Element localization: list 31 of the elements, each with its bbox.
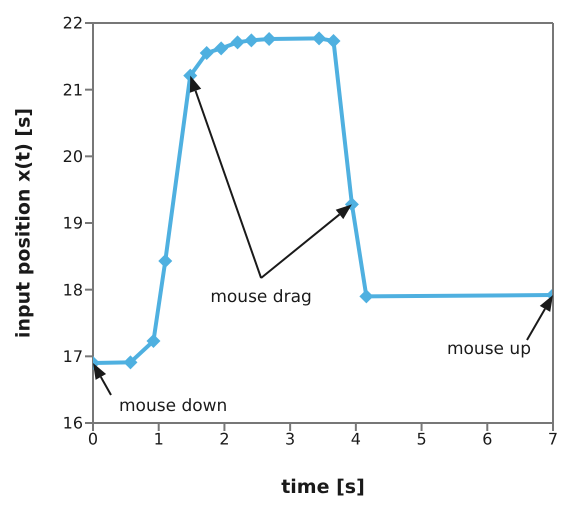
- x-tick-label: 0: [88, 429, 98, 448]
- x-tick-label: 3: [285, 429, 296, 448]
- annotation: mouse down: [119, 396, 228, 416]
- y-tick-label: 16: [62, 414, 83, 433]
- y-tick-label: 22: [62, 14, 83, 33]
- y-tick-label: 19: [62, 214, 83, 233]
- y-axis-title: input position x(t) [s]: [12, 108, 35, 338]
- y-tick-label: 18: [62, 280, 83, 300]
- annotation: mouse up: [446, 339, 531, 359]
- y-tick-label: 17: [62, 347, 83, 366]
- point: [123, 355, 138, 370]
- point: [244, 33, 258, 48]
- x-tick-label: 6: [482, 429, 492, 448]
- x-tick-label: 5: [416, 429, 427, 448]
- point: [200, 46, 214, 60]
- point: [312, 31, 326, 46]
- y-tick-label: 21: [62, 80, 83, 100]
- point: [359, 289, 374, 304]
- point: [262, 32, 276, 46]
- point: [214, 41, 228, 56]
- x-axis-title: time [s]: [281, 476, 365, 498]
- x-tick-label: 7: [548, 429, 558, 448]
- x-tick-label: 1: [154, 429, 164, 448]
- y-tick-label: 20: [62, 147, 83, 166]
- annotation: mouse drag: [210, 287, 312, 307]
- point: [230, 35, 245, 50]
- point: [158, 254, 172, 268]
- point: [326, 34, 341, 48]
- x-tick-label: 2: [219, 429, 230, 448]
- x-tick-label: 4: [350, 429, 361, 448]
- point: [146, 334, 160, 348]
